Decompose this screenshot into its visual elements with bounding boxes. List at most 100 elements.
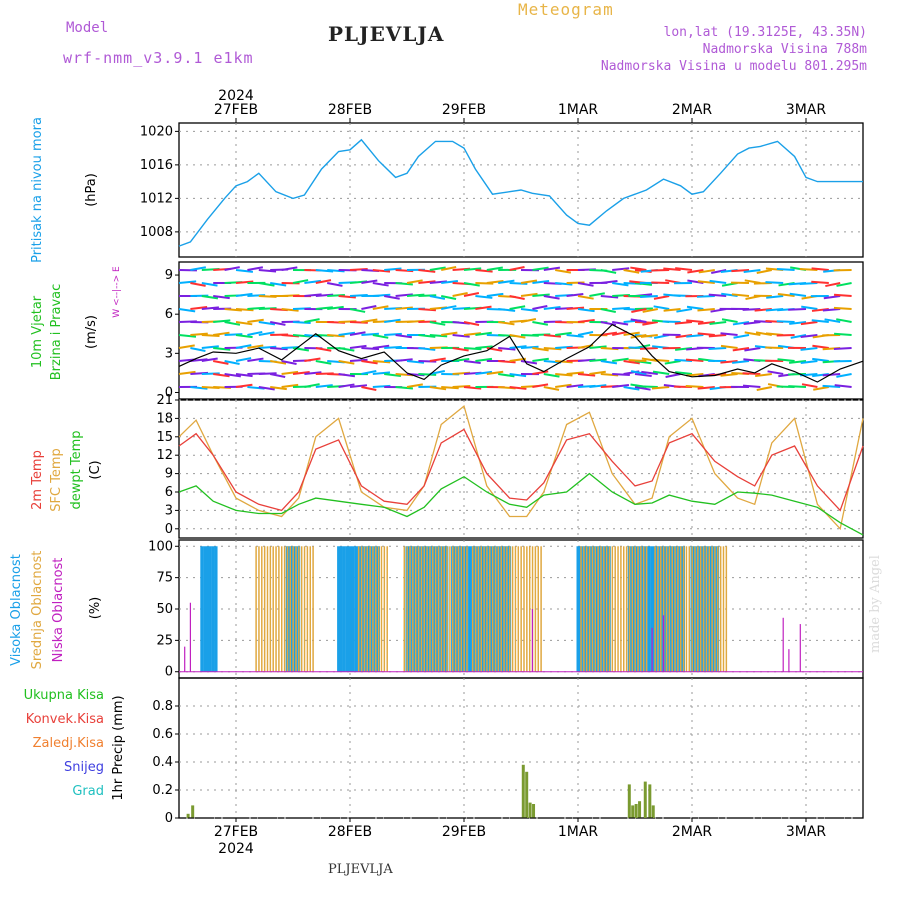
wind-arrow <box>720 344 738 349</box>
wind-arrow <box>201 357 218 362</box>
wind-arrow <box>429 295 446 300</box>
wind-arrow <box>631 308 647 313</box>
wind-arrow <box>258 321 276 326</box>
wind-arrow <box>790 334 807 339</box>
precip-bar <box>532 804 536 818</box>
wind-arrow <box>765 281 784 284</box>
wind-arrow <box>577 373 596 377</box>
wind-arrow <box>686 373 704 377</box>
wind-arrow <box>349 344 367 349</box>
precip-bar <box>648 784 652 818</box>
wind-arrow <box>800 334 818 338</box>
wind-arrow <box>486 279 504 284</box>
y-tick-label: 0 <box>165 665 173 680</box>
wind-arrow <box>801 305 818 310</box>
wind-arrow <box>566 371 584 375</box>
wind-arrow <box>418 373 437 376</box>
wind-axis-subtitle: Brzina i Pravac <box>49 284 64 381</box>
wind-arrow <box>475 305 492 310</box>
wind-arrow <box>178 344 195 349</box>
x-tick-label-top: 29FEB <box>442 102 486 118</box>
model-elevation: Nadmorska Visina u modelu 801.295m <box>600 59 867 74</box>
precip-bar <box>631 805 635 818</box>
wind-arrow <box>600 321 617 326</box>
wind-arrow <box>338 347 355 352</box>
wind-arrow <box>372 334 389 339</box>
precip-bar <box>643 781 647 818</box>
wind-arrow <box>612 306 630 310</box>
wind-arrow <box>418 334 436 338</box>
wind-arrow <box>463 291 480 297</box>
wind-arrow <box>600 279 618 284</box>
wind-arrow <box>697 332 715 336</box>
wind-arrow <box>555 269 572 274</box>
wind-arrow <box>600 331 618 336</box>
wind-arrow <box>418 347 436 351</box>
wind-arrow <box>676 308 693 313</box>
wind-arrow <box>744 331 761 336</box>
high-cloud-axis-title: Visoka Oblacnost <box>9 554 24 666</box>
wind-arrow <box>201 334 220 337</box>
wind-arrow <box>600 360 618 365</box>
wind-arrow <box>406 383 423 388</box>
wind-arrow <box>653 305 670 310</box>
y-tick-label: 0 <box>165 522 173 537</box>
wind-arrow <box>520 292 538 297</box>
wind-arrow <box>664 360 681 365</box>
wind-arrow <box>213 295 230 300</box>
x-tick-label-top: 27FEB <box>214 102 258 118</box>
wind-arrow <box>532 321 549 326</box>
wind-arrow <box>190 282 206 287</box>
wind-arrow <box>543 373 560 378</box>
wind-arrow <box>742 308 761 311</box>
pressure-line <box>178 138 863 247</box>
y-tick-label: 1016 <box>140 158 173 173</box>
wind-arrow <box>361 279 378 284</box>
wind-arrow <box>836 282 852 287</box>
wind-arrow <box>498 347 516 351</box>
wind-arrow <box>463 347 482 351</box>
wind-arrow <box>372 293 391 297</box>
wind-arrow <box>836 373 852 378</box>
wind-arrow <box>235 308 254 312</box>
wind-arrow <box>178 280 197 284</box>
wind-arrow <box>662 320 681 323</box>
wind-arrow <box>190 347 206 352</box>
station-elevation: Nadmorska Visina 788m <box>702 42 867 57</box>
wind-arrow <box>315 347 332 352</box>
wind-arrow <box>281 360 297 365</box>
wind-arrow <box>327 334 345 338</box>
wind-arrow <box>281 308 299 312</box>
wind-arrow <box>463 386 482 390</box>
wind-arrow <box>509 334 526 339</box>
wind-arrow <box>731 293 750 297</box>
wind-arrow <box>247 330 263 336</box>
wind-arrow <box>651 281 670 284</box>
wind-arrow <box>577 331 594 336</box>
wind-arrow <box>463 360 481 364</box>
wind-arrow <box>452 347 469 352</box>
wind-arrow <box>361 347 380 351</box>
wind-arrow <box>395 282 413 286</box>
wind-arrow <box>213 331 230 336</box>
wind-arrow <box>475 345 493 349</box>
x-tick-label-top: 28FEB <box>328 102 372 118</box>
wind-arrow <box>589 345 607 349</box>
wind-arrow <box>361 304 377 310</box>
wind-arrow <box>756 386 772 391</box>
wind-arrow <box>732 321 750 326</box>
cloud-unit: (%) <box>88 597 103 620</box>
wind-arrow <box>349 358 368 362</box>
wind-arrow <box>630 334 647 339</box>
wind-arrow <box>304 357 321 362</box>
wind-arrow <box>258 345 277 349</box>
wind-arrow <box>349 331 366 336</box>
temp2m-line <box>178 428 864 512</box>
y-tick-label: 12 <box>156 448 173 463</box>
wind-arrow <box>801 383 818 388</box>
wind-arrow <box>543 266 561 271</box>
wind-arrow <box>463 282 480 287</box>
wind-arrow <box>577 308 595 313</box>
wind-arrow <box>708 334 727 338</box>
wind-arrow <box>720 360 738 364</box>
